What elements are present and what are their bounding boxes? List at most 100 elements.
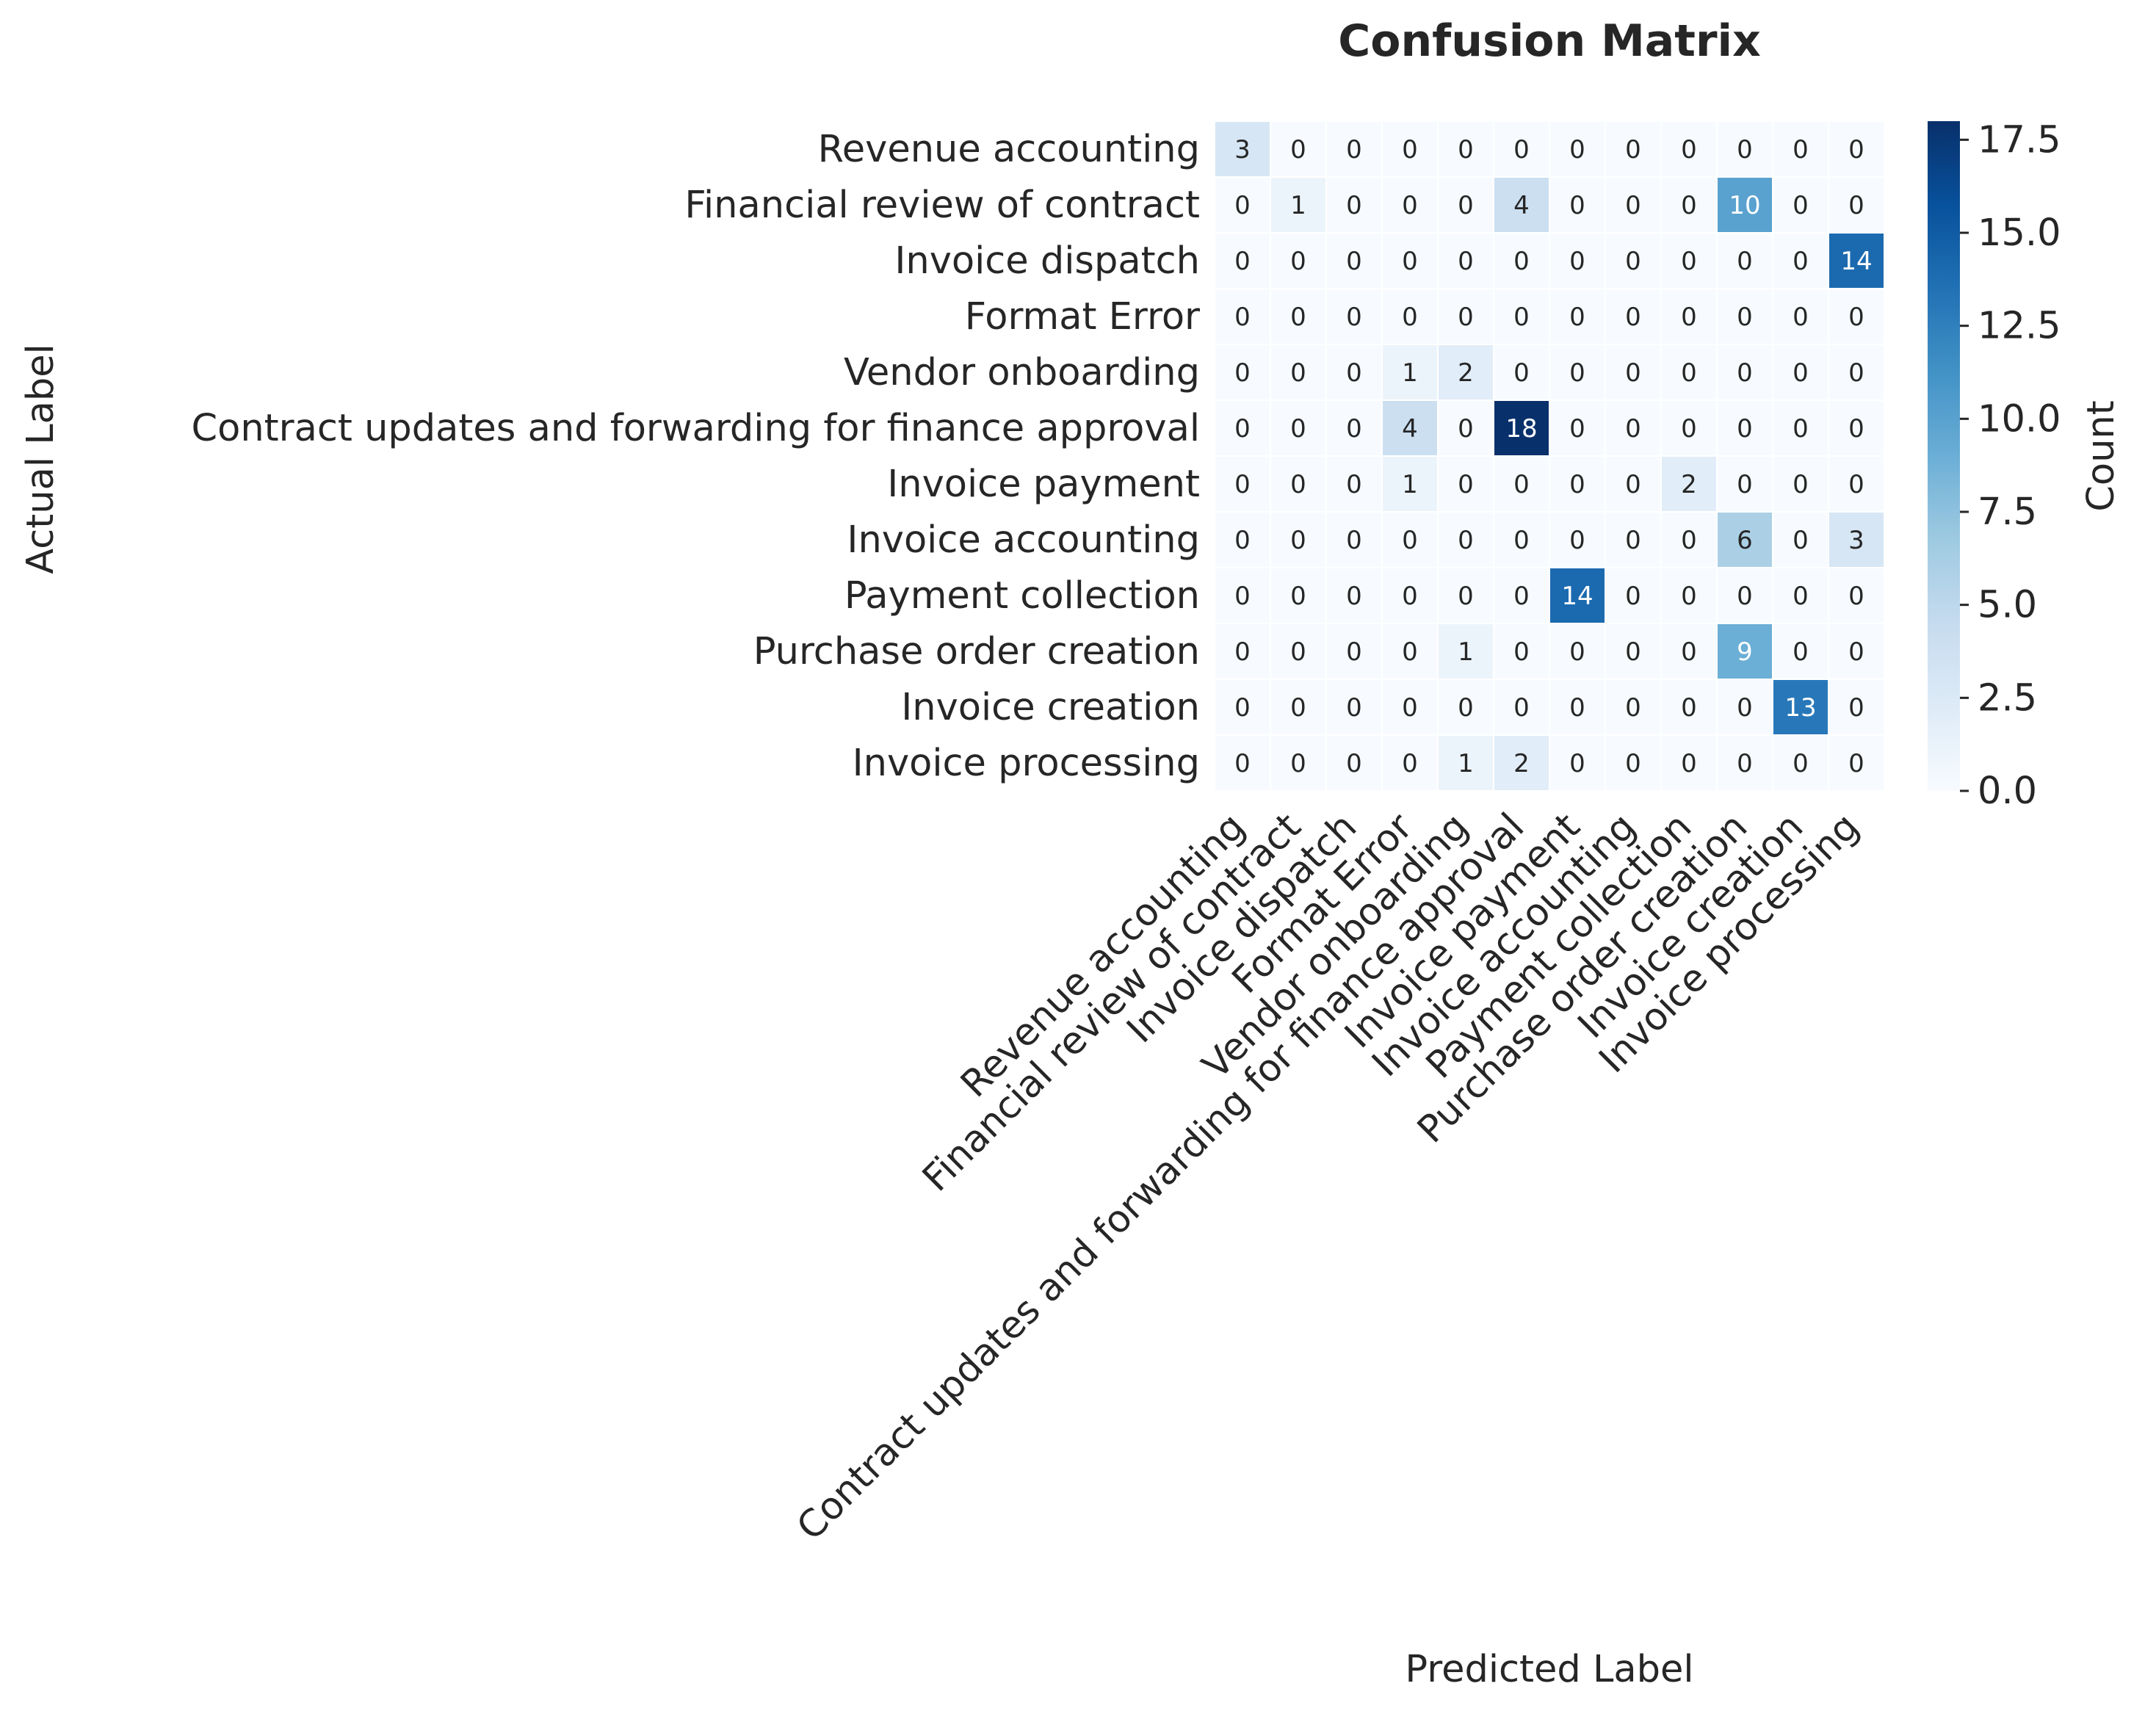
cell-value-label: 0 bbox=[1290, 693, 1306, 723]
heatmap-cell bbox=[1660, 567, 1718, 624]
cell-value-label: 0 bbox=[1848, 470, 1864, 499]
heatmap-cell bbox=[1549, 455, 1606, 513]
cell-value-label: 0 bbox=[1569, 637, 1585, 667]
cell-value-label: 0 bbox=[1402, 191, 1418, 220]
cell-value-label: 0 bbox=[1625, 303, 1641, 332]
cell-value-label: 0 bbox=[1402, 637, 1418, 667]
heatmap-cell bbox=[1214, 399, 1271, 457]
cell-value-label: 0 bbox=[1234, 749, 1251, 778]
cell-value-label: 0 bbox=[1234, 414, 1251, 444]
cell-value-label: 0 bbox=[1346, 191, 1362, 220]
heatmap-cell bbox=[1549, 232, 1606, 289]
heatmap-cell bbox=[1270, 120, 1327, 178]
cell-value-label: 0 bbox=[1625, 191, 1641, 220]
heatmap-cell bbox=[1549, 679, 1606, 736]
heatmap-cell bbox=[1549, 176, 1606, 234]
cell-value-label: 0 bbox=[1793, 749, 1809, 778]
heatmap-cell bbox=[1214, 455, 1271, 513]
cell-value-label: 0 bbox=[1625, 470, 1641, 499]
heatmap-cell bbox=[1437, 176, 1494, 234]
cell-value-label: 0 bbox=[1681, 358, 1697, 388]
cell-value-label: 0 bbox=[1290, 470, 1306, 499]
cell-value-label: 0 bbox=[1848, 749, 1864, 778]
cell-value-label: 0 bbox=[1513, 582, 1530, 611]
cell-value-label: 0 bbox=[1513, 526, 1530, 555]
cell-value-label: 10 bbox=[1729, 191, 1760, 220]
heatmap-cell bbox=[1381, 623, 1439, 680]
cell-value-label: 0 bbox=[1793, 582, 1809, 611]
y-tick-label: Invoice payment bbox=[887, 463, 1200, 506]
cell-value-label: 0 bbox=[1513, 693, 1530, 723]
heatmap-cell bbox=[1214, 344, 1271, 401]
colorbar-tick-label: 17.5 bbox=[1978, 118, 2061, 162]
cell-value-label: 0 bbox=[1737, 693, 1753, 723]
cell-value-label: 0 bbox=[1625, 693, 1641, 723]
cell-value-label: 0 bbox=[1793, 191, 1809, 220]
cell-value-label: 0 bbox=[1234, 582, 1251, 611]
colorbar-label: Count bbox=[2080, 400, 2123, 511]
cell-value-label: 0 bbox=[1793, 637, 1809, 667]
cell-value-label: 0 bbox=[1848, 414, 1864, 444]
cell-value-label: 0 bbox=[1513, 637, 1530, 667]
heatmap-cell bbox=[1828, 399, 1885, 457]
heatmap-cell bbox=[1381, 232, 1439, 289]
cell-value-label: 3 bbox=[1234, 135, 1251, 164]
heatmap-cell bbox=[1828, 567, 1885, 624]
heatmap-cell bbox=[1325, 344, 1383, 401]
heatmap-cell bbox=[1493, 734, 1550, 792]
cell-value-label: 0 bbox=[1681, 637, 1697, 667]
cell-value-label: 0 bbox=[1234, 247, 1251, 276]
heatmap-cell bbox=[1772, 288, 1829, 345]
cell-value-label: 0 bbox=[1290, 637, 1306, 667]
heatmap-cell bbox=[1549, 399, 1606, 457]
heatmap-cell bbox=[1772, 511, 1829, 568]
y-tick-label: Vendor onboarding bbox=[844, 351, 1200, 394]
heatmap-cell bbox=[1716, 623, 1773, 680]
cell-value-label: 0 bbox=[1458, 303, 1474, 332]
cell-value-label: 0 bbox=[1458, 526, 1474, 555]
cell-value-label: 13 bbox=[1784, 693, 1816, 723]
cell-value-label: 0 bbox=[1737, 303, 1753, 332]
cell-value-label: 0 bbox=[1681, 414, 1697, 444]
cell-value-label: 0 bbox=[1346, 526, 1362, 555]
cell-value-label: 0 bbox=[1290, 526, 1306, 555]
heatmap-cell bbox=[1325, 679, 1383, 736]
heatmap-cell bbox=[1325, 232, 1383, 289]
cell-value-label: 0 bbox=[1234, 191, 1251, 220]
cell-value-label: 0 bbox=[1346, 303, 1362, 332]
heatmap-cell bbox=[1772, 567, 1829, 624]
colorbar-tick-label: 7.5 bbox=[1978, 491, 2037, 534]
cell-value-label: 0 bbox=[1402, 526, 1418, 555]
cell-value-label: 0 bbox=[1793, 358, 1809, 388]
heatmap-cell bbox=[1381, 176, 1439, 234]
colorbar-tick-label: 5.0 bbox=[1978, 584, 2037, 627]
cell-value-label: 0 bbox=[1513, 303, 1530, 332]
cell-value-label: 0 bbox=[1290, 358, 1306, 388]
cell-value-label: 0 bbox=[1848, 582, 1864, 611]
heatmap-cell bbox=[1325, 511, 1383, 568]
cell-value-label: 0 bbox=[1458, 693, 1474, 723]
heatmap-cell bbox=[1270, 734, 1327, 792]
cell-value-label: 2 bbox=[1513, 749, 1530, 778]
heatmap-cell bbox=[1214, 511, 1271, 568]
cell-value-label: 6 bbox=[1737, 526, 1753, 555]
cell-value-label: 0 bbox=[1737, 247, 1753, 276]
y-tick-label: Payment collection bbox=[844, 574, 1200, 618]
heatmap-cell bbox=[1437, 455, 1494, 513]
cell-value-label: 0 bbox=[1569, 135, 1585, 164]
heatmap-cell bbox=[1381, 455, 1439, 513]
x-axis-title: Predicted Label bbox=[1405, 1648, 1693, 1691]
cell-value-label: 0 bbox=[1681, 582, 1697, 611]
heatmap-cell bbox=[1549, 511, 1606, 568]
heatmap-cell bbox=[1493, 567, 1550, 624]
colorbar-tick-label: 12.5 bbox=[1978, 305, 2061, 348]
heatmap-cell bbox=[1660, 679, 1718, 736]
cell-value-label: 0 bbox=[1234, 693, 1251, 723]
heatmap-cell bbox=[1828, 623, 1885, 680]
heatmap-cell bbox=[1772, 455, 1829, 513]
heatmap-cell bbox=[1716, 120, 1773, 178]
cell-value-label: 0 bbox=[1569, 247, 1585, 276]
y-tick-label: Invoice creation bbox=[901, 686, 1200, 729]
heatmap-cell bbox=[1270, 176, 1327, 234]
